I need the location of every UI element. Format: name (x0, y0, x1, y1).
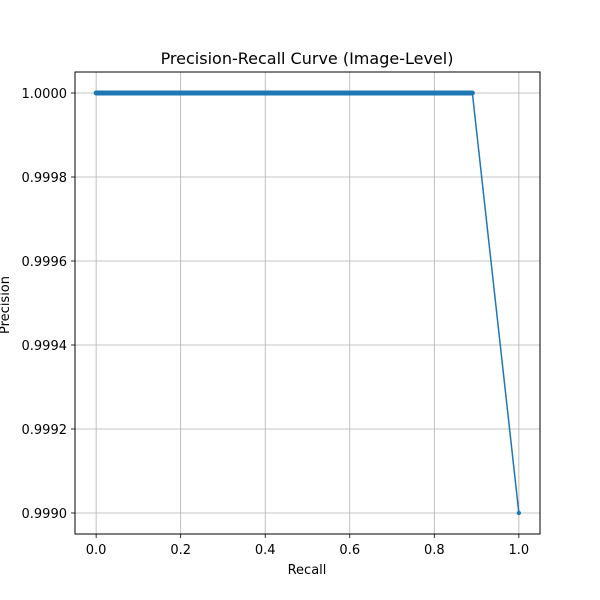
data-point (136, 90, 141, 96)
x-tick-label: 0.8 (424, 543, 445, 558)
y-tick-label: 0.9996 (22, 255, 68, 270)
y-axis-label: Precision (0, 276, 13, 334)
data-point (115, 90, 120, 96)
data-point (241, 90, 247, 96)
y-tick-label: 0.9992 (22, 423, 68, 438)
data-point (368, 90, 374, 96)
data-point (178, 90, 183, 96)
x-tick-label: 0.2 (170, 543, 191, 558)
data-layer (93, 90, 522, 516)
y-tick-label: 0.9990 (22, 507, 68, 522)
data-point (389, 90, 395, 96)
data-point (347, 90, 352, 96)
plot-frame (74, 71, 541, 535)
ticks-layer: 0.0 0.2 0.4 0.6 0.8 1.0 0.9990 0.9992 0.9994 0.99… (22, 87, 530, 558)
data-point (432, 90, 437, 96)
grid-layer (75, 72, 540, 534)
x-tick-label: 0.0 (86, 543, 107, 558)
data-point (470, 90, 475, 96)
data-point (284, 90, 289, 96)
chart-title: Precision-Recall Curve (Image-Level) (161, 49, 454, 68)
x-axis-label: Recall (288, 563, 327, 578)
data-point (516, 510, 522, 516)
data-point (199, 90, 205, 96)
series-line (96, 92, 520, 514)
x-tick-label: 0.4 (255, 543, 276, 558)
data-point (93, 90, 99, 96)
data-point (305, 90, 310, 96)
data-point (326, 90, 331, 96)
x-tick-label: 0.6 (339, 543, 360, 558)
y-tick-label: 0.9998 (22, 171, 68, 186)
y-tick-label: 0.9994 (22, 339, 68, 354)
y-tick-label: 1.0000 (22, 87, 68, 102)
data-point (410, 90, 416, 96)
data-point (220, 90, 226, 96)
data-point (453, 90, 458, 96)
x-tick-label: 1.0 (509, 543, 530, 558)
data-point (157, 90, 162, 96)
data-point (263, 90, 268, 96)
